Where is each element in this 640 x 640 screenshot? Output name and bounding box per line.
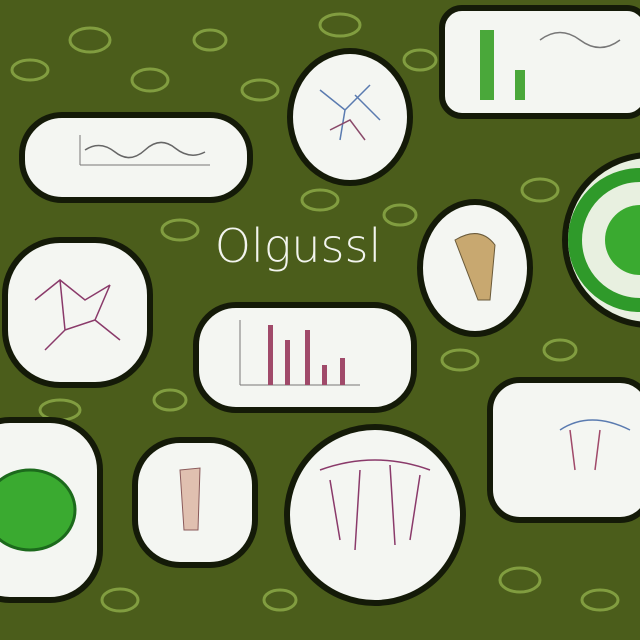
cell <box>318 12 362 38</box>
cell <box>10 58 50 82</box>
sketch-line <box>539 31 621 49</box>
cell <box>152 388 188 412</box>
card-green-circle <box>562 152 640 328</box>
cell <box>382 203 418 227</box>
sketch <box>454 233 496 301</box>
sketch <box>568 168 640 312</box>
background-cells <box>10 12 620 613</box>
sketch <box>0 468 77 552</box>
cell <box>300 188 340 212</box>
sketch-line <box>84 141 206 159</box>
cell <box>262 588 298 612</box>
sketch-bar <box>305 330 310 385</box>
card-line-chart <box>19 112 253 203</box>
sketch <box>179 467 201 531</box>
cell <box>542 338 578 362</box>
sketch <box>605 205 640 275</box>
sketch <box>319 459 431 551</box>
card-bottom-small <box>132 437 258 568</box>
card <box>2 237 153 388</box>
cell <box>192 28 228 52</box>
cell <box>402 48 438 72</box>
sketch <box>34 279 121 351</box>
sketch-bar <box>285 340 290 385</box>
cell <box>240 78 280 102</box>
card <box>487 377 640 523</box>
card-lower-right <box>487 377 640 523</box>
card-network <box>2 237 153 388</box>
card <box>287 48 413 186</box>
card-neuron <box>287 48 413 186</box>
sketch-bar <box>322 365 327 385</box>
card-bar-chart <box>193 302 417 413</box>
cell <box>520 177 560 203</box>
sketch <box>569 429 601 471</box>
card-bone <box>417 199 533 337</box>
sketch-bar <box>340 358 345 385</box>
cell <box>440 348 480 372</box>
cell <box>100 587 140 613</box>
sketch <box>559 419 631 431</box>
cell <box>160 218 200 242</box>
sketch <box>319 84 381 141</box>
cell <box>580 588 620 612</box>
cell <box>68 26 112 54</box>
title: Olgussl <box>215 219 381 273</box>
card-top-right <box>439 5 640 119</box>
sketch <box>515 70 525 100</box>
card <box>19 112 253 203</box>
sketch <box>480 30 494 100</box>
sketch <box>329 119 366 141</box>
card <box>284 424 466 606</box>
cell <box>498 566 542 594</box>
card-bottom-left <box>0 417 103 603</box>
card <box>439 5 640 119</box>
cell <box>130 67 170 93</box>
sketch-bar <box>268 325 273 385</box>
card-bottom-center <box>284 424 466 606</box>
